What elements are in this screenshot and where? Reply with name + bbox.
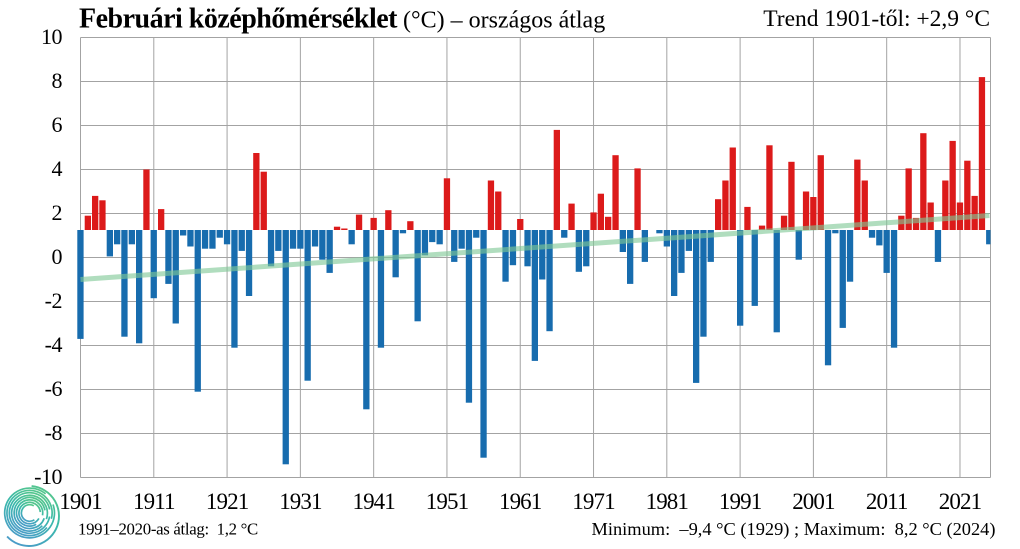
- svg-text:4: 4: [52, 156, 63, 181]
- svg-text:-4: -4: [45, 332, 63, 357]
- svg-text:1981: 1981: [646, 489, 689, 514]
- svg-text:1931: 1931: [279, 489, 322, 514]
- svg-text:Minimum: –9,4 °C (1929) ; Max: Minimum: –9,4 °C (1929) ; Maximum: 8,2 °…: [592, 519, 996, 540]
- svg-text:-6: -6: [45, 376, 63, 401]
- svg-text:2: 2: [52, 200, 63, 225]
- svg-text:10: 10: [41, 24, 63, 49]
- svg-text:Trend 1901-től: +2,9 °C: Trend 1901-től: +2,9 °C: [763, 6, 990, 32]
- svg-text:8: 8: [52, 68, 63, 93]
- svg-text:1971: 1971: [572, 489, 615, 514]
- svg-text:Februári középhőmérséklet (°C): Februári középhőmérséklet (°C) – országo…: [79, 4, 605, 35]
- svg-text:2001: 2001: [792, 489, 835, 514]
- svg-text:-8: -8: [45, 420, 63, 445]
- svg-text:1911: 1911: [133, 489, 175, 514]
- svg-text:1921: 1921: [206, 489, 249, 514]
- svg-text:0: 0: [52, 244, 63, 269]
- svg-text:2021: 2021: [939, 489, 982, 514]
- svg-text:1991: 1991: [719, 489, 762, 514]
- svg-text:1941: 1941: [352, 489, 395, 514]
- svg-text:1991–2020-as átlag: 1,2 °C: 1991–2020-as átlag: 1,2 °C: [78, 520, 258, 539]
- svg-text:2011: 2011: [866, 489, 908, 514]
- svg-text:1951: 1951: [426, 489, 469, 514]
- svg-text:6: 6: [52, 112, 63, 137]
- svg-text:-2: -2: [45, 288, 62, 313]
- svg-text:1901: 1901: [59, 489, 102, 514]
- svg-text:-10: -10: [34, 464, 62, 489]
- svg-text:1961: 1961: [499, 489, 542, 514]
